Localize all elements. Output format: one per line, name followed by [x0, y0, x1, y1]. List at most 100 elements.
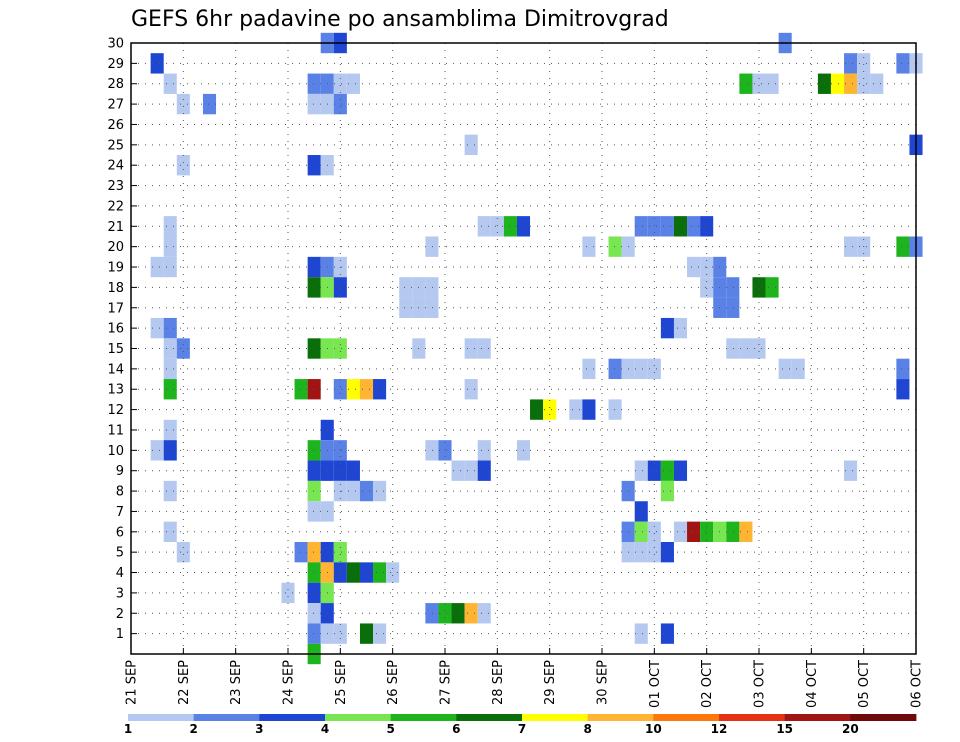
heatmap-cell: [726, 277, 740, 298]
heatmap-cell: [844, 460, 858, 481]
heatmap-cell: [425, 603, 439, 624]
heatmap-cell: [176, 541, 190, 563]
heatmap-cell: [477, 338, 491, 359]
legend-swatch: [390, 714, 457, 721]
x-tick-label: 30 SEP: [596, 660, 611, 705]
heatmap-cell: [307, 501, 321, 522]
x-tick-label: 26 SEP: [386, 660, 401, 705]
y-tick-label: 23: [107, 179, 124, 194]
heatmap-cell: [438, 603, 452, 624]
legend-label: 20: [842, 722, 859, 736]
heatmap-cell: [333, 562, 347, 583]
heatmap-cell: [791, 358, 805, 380]
heatmap-cell: [425, 236, 439, 257]
heatmap-cell: [765, 73, 779, 94]
heatmap-cell: [582, 399, 596, 420]
heatmap-cell: [346, 562, 360, 583]
legend: 1 2 3 4 5 6 7 8 10 12 15 20: [124, 714, 917, 736]
heatmap-cell: [464, 603, 478, 624]
y-tick-label: 20: [107, 240, 124, 255]
heatmap-cell: [634, 216, 648, 237]
heatmap-cell: [844, 53, 858, 74]
x-tick-label: 03 OCT: [753, 660, 768, 708]
heatmap-cell: [687, 521, 701, 542]
heatmap-cell: [830, 73, 845, 94]
heatmap-cell: [399, 277, 413, 298]
heatmap-cell: [647, 216, 661, 237]
heatmap-cell: [634, 623, 648, 644]
y-tick-label: 28: [107, 77, 124, 92]
x-tick-label: 29 SEP: [543, 660, 558, 705]
heatmap-cell: [307, 480, 321, 502]
heatmap-cell: [346, 73, 360, 94]
heatmap-cell: [660, 480, 674, 502]
heatmap-cell: [634, 521, 648, 542]
y-tick-label: 22: [107, 199, 124, 214]
y-axis-labels: 1234567891011121314151617181920212223242…: [107, 37, 137, 642]
heatmap-cell: [647, 358, 661, 380]
legend-swatch: [719, 714, 786, 721]
heatmap-cell: [660, 623, 674, 644]
y-tick-label: 17: [107, 301, 124, 316]
heatmap-cell: [451, 603, 465, 624]
heatmap-cell: [569, 399, 583, 420]
legend-label: 4: [321, 722, 329, 736]
x-tick-label: 28 SEP: [491, 660, 506, 705]
heatmap-cell: [857, 73, 871, 94]
heatmap-cell: [634, 460, 648, 481]
heatmap-cell: [451, 460, 465, 481]
heatmap-cell: [163, 236, 177, 257]
legend-swatch: [128, 714, 195, 721]
heatmap-cell: [163, 440, 177, 461]
heatmap-cell: [163, 379, 177, 400]
heatmap-cell: [359, 623, 374, 644]
heatmap-cell: [464, 338, 478, 359]
x-tick-label: 04 OCT: [805, 660, 820, 708]
heatmap-cell: [307, 623, 321, 644]
legend-label: 3: [255, 722, 263, 736]
heatmap-cell: [163, 419, 177, 441]
heatmap-cell: [464, 379, 478, 400]
heatmap-cell: [281, 582, 295, 604]
heatmap-cell: [307, 338, 321, 359]
heatmap-cell: [307, 582, 321, 604]
legend-swatch: [653, 714, 720, 721]
y-tick-label: 7: [116, 505, 124, 520]
heatmap-cell: [307, 155, 321, 176]
heatmap-cell: [307, 73, 321, 94]
legend-label: 1: [124, 722, 132, 736]
heatmap-cell: [373, 623, 387, 644]
legend-label: 8: [583, 722, 591, 736]
heatmap-cell: [752, 277, 766, 298]
heatmap-cell: [163, 521, 177, 542]
heatmap-cell: [464, 134, 478, 156]
heatmap-cell: [359, 379, 374, 400]
x-tick-label: 27 SEP: [439, 660, 454, 705]
heatmap-cell: [359, 480, 374, 502]
y-tick-label: 16: [107, 322, 124, 337]
heatmap-cell: [477, 603, 491, 624]
heatmap-cell: [673, 317, 688, 339]
heatmap-cell: [464, 460, 478, 481]
heatmap-cell: [687, 216, 701, 237]
heatmap-cell: [307, 277, 321, 298]
heatmap-cell: [700, 277, 714, 298]
heatmap-cell: [752, 338, 766, 359]
heatmap-cells: [150, 32, 923, 665]
y-tick-label: 27: [107, 98, 124, 113]
legend-label: 7: [518, 722, 526, 736]
heatmap-cell: [307, 460, 321, 481]
heatmap-cell: [294, 541, 308, 563]
legend-swatch: [587, 714, 654, 721]
x-tick-label: 02 OCT: [700, 660, 715, 708]
heatmap-cell: [294, 379, 308, 400]
x-tick-label: 01 OCT: [648, 660, 663, 708]
legend-label: 6: [452, 722, 460, 736]
y-tick-label: 24: [107, 159, 124, 174]
heatmap-cell: [333, 338, 347, 359]
heatmap-cell: [634, 501, 648, 522]
heatmap-cell: [647, 521, 661, 542]
y-tick-label: 9: [116, 464, 124, 479]
y-tick-label: 10: [107, 444, 124, 459]
heatmap-cell: [582, 358, 596, 380]
